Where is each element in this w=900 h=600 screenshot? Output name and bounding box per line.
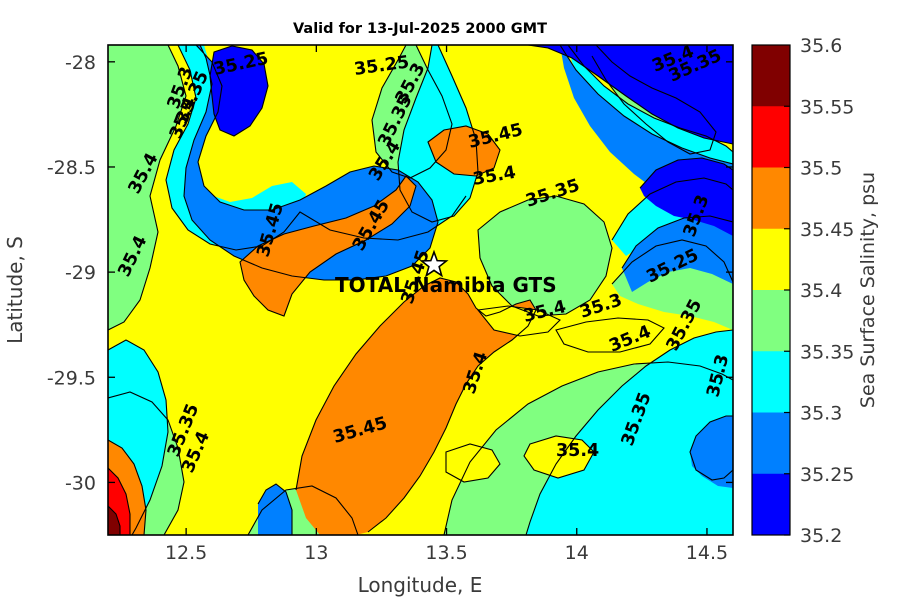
band-35.25-35.30	[690, 416, 733, 488]
x-axis-tick-labels: 12.5 13 13.5 14 14.5	[165, 542, 728, 564]
band-35.55-35.60	[108, 506, 120, 535]
y-tick-marks	[108, 61, 733, 484]
colorbar[interactable]: 35.6 35.55 35.5 35.45 35.4 35.35 35.3 35.25 35.2…	[751, 35, 879, 547]
colorbar-band-35.55-35.6	[752, 45, 790, 107]
contour-label: 35.4	[556, 441, 599, 461]
plot-frame	[107, 44, 734, 536]
station-marker-group[interactable]	[419, 249, 449, 278]
band-35.35-35.40	[108, 45, 186, 330]
band-35.35-35.40	[478, 196, 612, 316]
x-tick-label: 12.5	[165, 542, 207, 564]
colorbar-band-35.2-35.25	[752, 473, 790, 536]
band-35.20-35.25	[528, 45, 733, 144]
colorbar-tick-label: 35.3	[800, 403, 842, 425]
x-tick-label: 14	[565, 542, 589, 564]
band-35.30-35.35	[526, 330, 733, 535]
colorbar-tick-label: 35.35	[800, 341, 854, 363]
colorbar-tick-label: 35.55	[800, 96, 854, 118]
colorbar-band-35.5-35.55	[752, 106, 790, 168]
colorbar-tick-label: 35.6	[800, 35, 842, 57]
contour-lines	[108, 45, 733, 535]
colorbar-band-35.45-35.5	[752, 167, 790, 230]
colorbar-tick-label: 35.25	[800, 464, 854, 486]
x-axis-title: Longitude, E	[358, 573, 483, 597]
x-tick-label: 13	[304, 542, 328, 564]
pocket-35.40-35.45	[446, 444, 500, 482]
colorbar-tick-marks	[784, 105, 790, 536]
pocket-35.40-35.45	[524, 436, 594, 478]
colorbar-title: Sea Surface Salinity, psu	[857, 172, 879, 408]
band-35.45-35.50	[296, 278, 536, 535]
band-35.25-35.30	[258, 484, 292, 535]
contour-map: 35.25 35.2535.335.3535.435.335.3535.435.4…	[107, 44, 734, 536]
pocket-35.40-35.45	[478, 306, 560, 336]
colorbar-band-35.35-35.4	[752, 290, 790, 352]
x-tick-marks	[185, 45, 708, 535]
colorbar-tick-label: 35.5	[800, 158, 842, 180]
colorbar-band-35.4-35.45	[752, 228, 790, 291]
colorbar-tick-labels: 35.6 35.55 35.5 35.45 35.4 35.35 35.3 35.25 35.2	[800, 35, 854, 547]
colorbar-band-35.25-35.3	[752, 412, 790, 475]
station-label: TOTAL Namibia GTS	[335, 273, 557, 297]
colorbar-tick-label: 35.2	[800, 525, 842, 547]
y-axis-tick-labels: -28 -28.5 -29 -29.5 -30	[47, 52, 96, 495]
band-35.30-35.35	[398, 45, 478, 222]
y-tick-label: -28	[65, 52, 96, 74]
colorbar-tick-label: 35.45	[800, 219, 854, 241]
y-tick-label: -29.5	[47, 367, 96, 389]
colorbar-band-35.3-35.35	[752, 351, 790, 413]
band-35.45-35.50	[428, 126, 500, 176]
y-tick-label: -29	[65, 262, 96, 284]
page-title: Valid for 13-Jul-2025 2000 GMT	[293, 21, 547, 37]
pocket-35.40-35.45	[556, 318, 664, 352]
y-tick-label: -30	[65, 472, 96, 494]
x-tick-label: 13.5	[425, 542, 467, 564]
band-35.20-35.25	[210, 46, 268, 136]
colorbar-tick-label: 35.4	[800, 280, 842, 302]
station-star-icon[interactable]	[419, 249, 449, 278]
band-35.45-35.50	[240, 176, 416, 316]
colorbar-bands	[752, 45, 790, 536]
y-axis-title: Latitude, S	[3, 236, 27, 344]
x-tick-label: 14.5	[686, 542, 728, 564]
y-tick-label: -28.5	[47, 157, 96, 179]
